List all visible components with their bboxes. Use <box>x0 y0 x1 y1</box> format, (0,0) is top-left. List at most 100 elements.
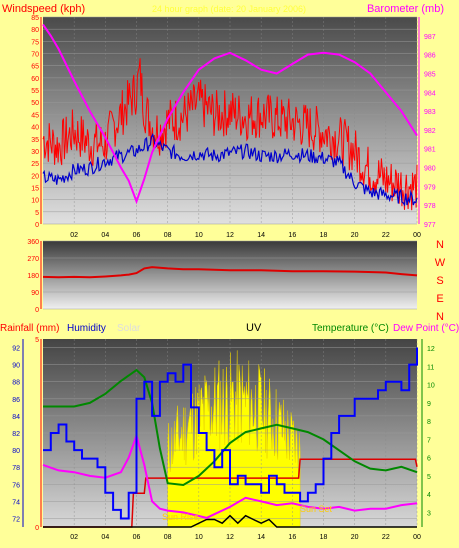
tick-label-windspeed: 45 <box>31 112 39 119</box>
title-barometer: Barometer (mb) <box>367 3 444 15</box>
series-humidity <box>43 347 418 520</box>
tick-label-time: 16 <box>288 534 296 541</box>
tick-label-barometer: 983 <box>424 109 436 116</box>
tick-label-time: 20 <box>351 534 359 541</box>
series-uv <box>43 514 417 528</box>
tick-label-windspeed: 35 <box>31 137 39 144</box>
tick-label-humidity: 78 <box>12 465 20 472</box>
series-wind-average <box>42 132 418 207</box>
tick-label-direction: 0 <box>35 307 39 314</box>
compass-label: S <box>436 275 443 287</box>
tick-label-time: 14 <box>257 534 265 541</box>
tick-label-rainfall: 0 <box>35 525 39 532</box>
tick-label-barometer: 985 <box>424 71 436 78</box>
series-wind-direction <box>42 266 418 279</box>
compass-label: N <box>436 239 444 251</box>
tick-label-time: 22 <box>382 534 390 541</box>
tick-label-windspeed: 20 <box>31 173 39 180</box>
tick-label-humidity: 82 <box>12 431 20 438</box>
tick-label-temperature: 5 <box>427 474 431 481</box>
tick-label-temperature: 12 <box>427 346 435 353</box>
tick-label-windspeed: 40 <box>31 125 39 132</box>
tick-label-windspeed: 75 <box>31 39 39 46</box>
tick-label-temperature: 10 <box>427 383 435 390</box>
title-uv: UV <box>246 322 262 334</box>
series-wind-gust <box>42 58 418 211</box>
series-barometer <box>42 23 418 205</box>
series-rainfall <box>43 458 418 528</box>
tick-label-windspeed: 5 <box>35 210 39 217</box>
title-humidity: Humidity <box>67 323 106 334</box>
tick-label-humidity: 76 <box>12 482 20 489</box>
tick-label-windspeed: 70 <box>31 52 39 59</box>
tick-label-barometer: 979 <box>424 184 436 191</box>
tick-label-time: 10 <box>195 232 203 239</box>
sunrise-label: Sun Rise <box>162 512 199 522</box>
tick-label-barometer: 977 <box>424 222 436 229</box>
tick-label-windspeed: 50 <box>31 100 39 107</box>
tick-label-time: 12 <box>226 232 234 239</box>
tick-label-time: 20 <box>351 232 359 239</box>
tick-label-time: 08 <box>164 232 172 239</box>
tick-label-windspeed: 0 <box>35 222 39 229</box>
tick-label-barometer: 980 <box>424 166 436 173</box>
tick-label-time: 06 <box>133 534 141 541</box>
tick-label-barometer: 987 <box>424 34 436 41</box>
tick-label-barometer: 984 <box>424 90 436 97</box>
tick-label-time: 02 <box>70 232 78 239</box>
tick-label-temperature: 6 <box>427 456 431 463</box>
tick-label-temperature: 3 <box>427 510 431 517</box>
tick-label-time: 12 <box>226 534 234 541</box>
tick-label-barometer: 981 <box>424 147 436 154</box>
tick-label-humidity: 84 <box>12 414 20 421</box>
sunset-label: Sun Set <box>300 504 333 514</box>
series-dewpoint <box>42 432 418 519</box>
tick-label-windspeed: 55 <box>31 88 39 95</box>
compass-label: N <box>436 311 444 323</box>
title-dewpoint: Dew Point (°C) <box>393 323 459 334</box>
tick-label-humidity: 92 <box>12 346 20 353</box>
wind-barometer-chart: 0 5 10 15 20 25 30 35 40 45 50 55 60 65 70 75 80 85 977 97… <box>31 15 436 239</box>
tick-label-humidity: 74 <box>12 499 20 506</box>
tick-label-windspeed: 30 <box>31 149 39 156</box>
tick-label-time: 18 <box>320 232 328 239</box>
compass-label: E <box>436 293 443 305</box>
title-solar: Solar <box>117 323 141 334</box>
title-windspeed: Windspeed (kph) <box>2 3 85 15</box>
tick-label-rainfall: 5 <box>35 337 39 344</box>
series-solar <box>167 350 301 528</box>
tick-label-humidity: 86 <box>12 397 20 404</box>
tick-label-windspeed: 15 <box>31 185 39 192</box>
tick-label-time: 00 <box>413 534 421 541</box>
tick-label-time: 04 <box>101 534 109 541</box>
tick-label-windspeed: 65 <box>31 64 39 71</box>
tick-label-time: 06 <box>133 232 141 239</box>
tick-label-windspeed: 85 <box>31 15 39 22</box>
tick-label-windspeed: 60 <box>31 76 39 83</box>
tick-label-humidity: 72 <box>12 516 20 523</box>
tick-label-windspeed: 80 <box>31 27 39 34</box>
tick-label-barometer: 978 <box>424 203 436 210</box>
tick-label-temperature: 11 <box>427 364 434 371</box>
title-temperature: Temperature (°C) <box>312 323 389 334</box>
tick-label-time: 02 <box>70 534 78 541</box>
tick-label-time: 04 <box>101 232 109 239</box>
tick-label-direction: 180 <box>27 273 39 280</box>
compass-label: W <box>435 257 446 269</box>
tick-label-barometer: 986 <box>424 53 436 60</box>
tick-label-temperature: 9 <box>427 401 431 408</box>
tick-label-direction: 270 <box>27 256 39 263</box>
title-rainfall: Rainfall (mm) <box>0 323 59 334</box>
tick-label-temperature: 7 <box>427 437 431 444</box>
tick-label-humidity: 88 <box>12 380 20 387</box>
tick-label-time: 16 <box>288 232 296 239</box>
tick-label-direction: 360 <box>27 239 39 246</box>
tick-label-time: 08 <box>164 534 172 541</box>
tick-label-humidity: 90 <box>12 363 20 370</box>
tick-label-temperature: 4 <box>427 492 431 499</box>
tick-label-temperature: 8 <box>427 419 431 426</box>
